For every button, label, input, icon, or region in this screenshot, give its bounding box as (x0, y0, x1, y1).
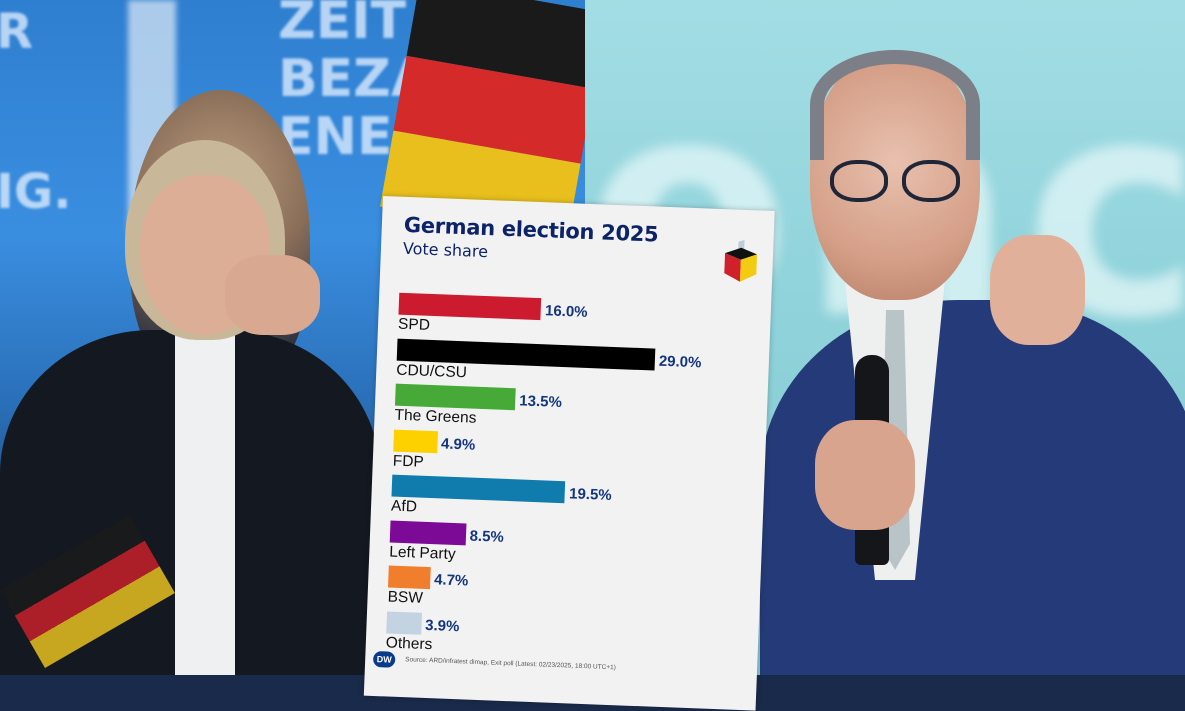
bar-value: 4.7% (433, 571, 469, 590)
bar-value: 4.9% (440, 434, 476, 454)
speaker-hand (815, 420, 915, 530)
bar-label: CDU/CSU (396, 361, 468, 381)
bar (394, 383, 516, 411)
speaker-hair (810, 50, 980, 160)
bar-label: The Greens (394, 406, 477, 427)
bar-label: BSW (387, 588, 424, 607)
bar-value: 19.5% (568, 485, 613, 504)
bar (387, 565, 431, 590)
bar-value: 29.0% (658, 352, 702, 371)
speaker-glasses (830, 160, 970, 206)
speaker-fist (990, 235, 1085, 345)
ballot-box-icon (724, 239, 758, 282)
banner-text-left-mid: IG. (0, 164, 72, 220)
bar-label: AfD (390, 497, 418, 516)
person-hand (225, 255, 320, 335)
bar-label: Left Party (389, 543, 456, 563)
person-shirt (175, 330, 235, 675)
chart-subtitle: Vote share (402, 238, 489, 262)
bar-label: SPD (397, 315, 431, 334)
chart-card: German election 2025 Vote share 16.0% SPD… (363, 196, 775, 711)
bar (386, 610, 422, 635)
bar-chart: 16.0% SPD 29.0% CDU/CSU 13.5% The Greens 4.9% F… (385, 292, 759, 671)
bar-value: 8.5% (469, 527, 505, 546)
source-note: Source: ARD/infratest dimap, Exit poll (… (405, 656, 617, 672)
bar-label: FDP (392, 452, 425, 471)
dw-logo: DW (372, 650, 396, 668)
bar-value: 16.0% (544, 302, 588, 321)
bar-value: 3.9% (424, 616, 460, 635)
bar-value: 13.5% (519, 392, 563, 412)
bar (393, 429, 438, 453)
bar (389, 520, 467, 545)
banner-text-left-top: R (0, 4, 33, 60)
